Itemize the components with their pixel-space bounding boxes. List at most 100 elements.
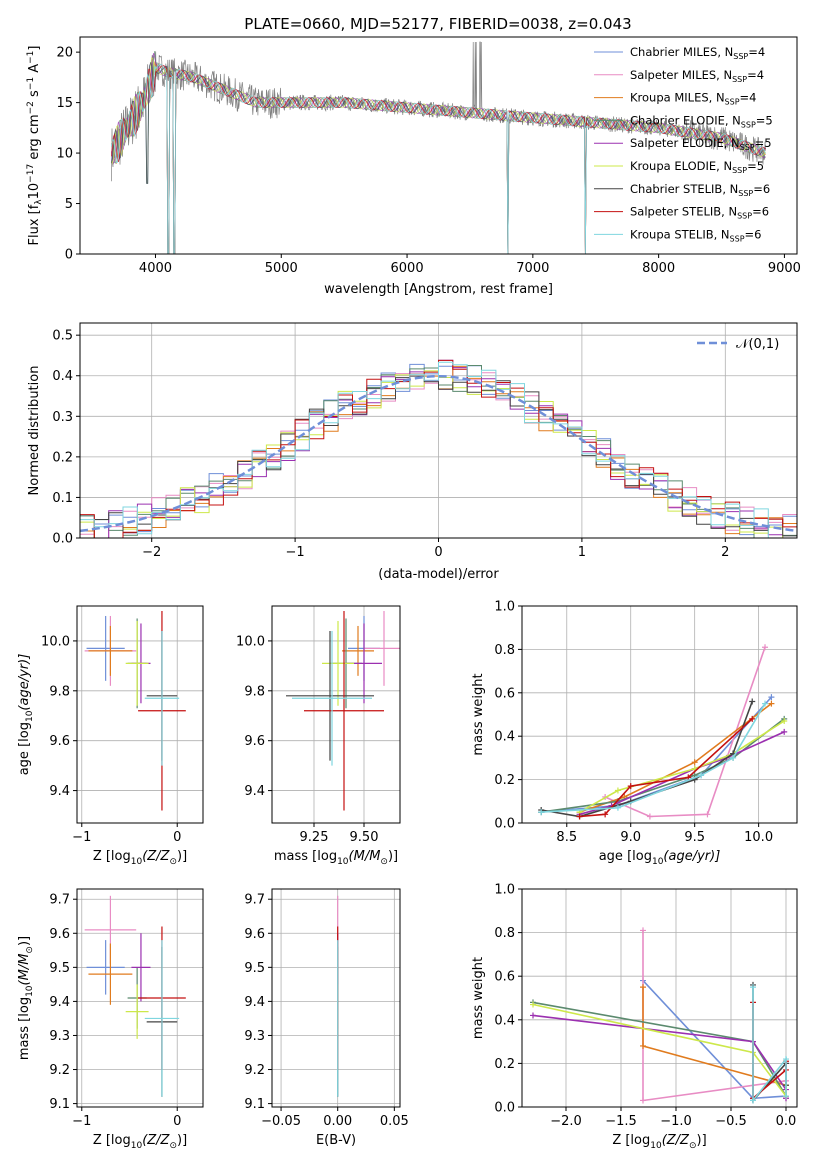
weight-point-marker xyxy=(783,1056,789,1063)
x-axis-label: Z [log10(Z/Z⊙)] xyxy=(612,1133,706,1151)
y-tick-label: 5 xyxy=(65,197,73,212)
y-tick-label: 10.0 xyxy=(41,634,70,649)
x-tick-label: −2.0 xyxy=(550,1114,582,1129)
x-tick-label: 9.5 xyxy=(684,830,705,845)
weight-point-marker xyxy=(640,1097,646,1104)
axes-border xyxy=(521,605,798,824)
legend-label: Salpeter MILES, NSSP=4 xyxy=(630,68,764,84)
grid xyxy=(77,606,203,823)
x-axis-label: mass [log10(M/M⊙)] xyxy=(274,849,398,867)
model-spectrum-line xyxy=(111,50,766,254)
axes-border xyxy=(271,888,401,1108)
legend-label: Chabrier ELODIE, NSSP=5 xyxy=(630,113,773,129)
axes-frame: 8.5 9.0 9.5 10.0 0.0 0.2 0.4 0.6 0.8 1.0 xyxy=(494,600,798,845)
x-tick-label: 0 xyxy=(173,830,181,845)
x-axis-label: wavelength [Angstrom, rest frame] xyxy=(324,282,553,297)
gaussian-reference-curve xyxy=(80,374,797,533)
plot-area xyxy=(286,610,400,811)
y-tick-label: 0.2 xyxy=(494,773,515,788)
legend-label: Kroupa ELODIE, NSSP=5 xyxy=(630,159,764,175)
x-tick-label: 8000 xyxy=(642,261,675,276)
mass-vs-ebv-panel: −0.05 0.00 0.05 9.1 9.2 9.3 9.4 9.5 9.6 9.7 E(B-V) xyxy=(244,888,409,1148)
legend-label: Chabrier MILES, NSSP=4 xyxy=(630,45,765,61)
x-tick-label: −0.05 xyxy=(261,1114,301,1129)
x-tick-label: 9000 xyxy=(768,261,801,276)
y-tick-label: 9.7 xyxy=(49,893,70,908)
x-axis-label: Z [log10(Z/Z⊙)] xyxy=(93,1133,187,1151)
axes-frame: 4000 5000 6000 7000 8000 9000 0 5 10 15 20 xyxy=(56,36,801,276)
x-tick-label: 8.5 xyxy=(556,830,577,845)
y-tick-label: 20 xyxy=(56,46,73,61)
y-tick-label: 0.4 xyxy=(52,369,73,384)
y-tick-label: 9.7 xyxy=(244,893,265,908)
legend-label: Salpeter ELODIE, NSSP=5 xyxy=(630,136,772,152)
model-spectrum-line xyxy=(111,64,766,254)
weight-point-marker xyxy=(640,927,646,934)
axes-frame: −2 −1 0 1 2 0.0 0.1 0.2 0.3 0.4 0.5 xyxy=(52,322,798,560)
y-tick-label: 0.2 xyxy=(52,450,73,465)
y-tick-label: 9.6 xyxy=(49,927,70,942)
x-tick-label: 5000 xyxy=(265,261,298,276)
y-tick-label: 9.6 xyxy=(244,927,265,942)
y-tick-label: 10.0 xyxy=(236,634,265,649)
x-tick-label: 0 xyxy=(434,545,442,560)
x-tick-label: 9.25 xyxy=(300,830,329,845)
legend: Chabrier MILES, NSSP=4 Salpeter MILES, NS… xyxy=(594,45,773,243)
x-tick-label: 1 xyxy=(578,545,586,560)
plot-area xyxy=(538,644,788,820)
axes-border xyxy=(76,888,204,1108)
x-tick-label: −1 xyxy=(72,1114,91,1129)
legend-label: Chabrier STELIB, NSSP=6 xyxy=(630,182,770,198)
axes-frame: −2.0 −1.5 −1.0 −0.5 0.0 0.0 0.2 0.4 0.6 0.8 1.0 xyxy=(494,883,798,1129)
weight-point-marker xyxy=(730,754,737,761)
y-axis-label: mass weight xyxy=(471,957,486,1039)
y-tick-label: 9.4 xyxy=(244,784,265,799)
weight-point-marker xyxy=(530,1001,536,1008)
mass-weight-vs-age-panel: 8.5 9.0 9.5 10.0 0.0 0.2 0.4 0.6 0.8 1.0 mass weig… xyxy=(471,600,798,867)
x-tick-label: −1 xyxy=(286,545,305,560)
x-axis-label: E(B-V) xyxy=(316,1133,356,1148)
x-tick-label: −1.5 xyxy=(605,1114,637,1129)
y-axis-label: Normed distribution xyxy=(27,366,42,496)
x-tick-label: 2 xyxy=(721,545,729,560)
y-tick-label: 0.0 xyxy=(494,1101,515,1116)
y-tick-label: 0.1 xyxy=(52,491,73,506)
legend-label: Kroupa MILES, NSSP=4 xyxy=(630,91,756,107)
y-tick-label: 9.5 xyxy=(49,961,70,976)
y-tick-label: 9.8 xyxy=(244,684,265,699)
plot-area xyxy=(530,927,789,1104)
x-axis-label: age [log10(age/yr)] xyxy=(599,849,721,867)
figure-title: PLATE=0660, MJD=52177, FIBERID=0038, z=0… xyxy=(244,15,631,33)
y-tick-label: 0.0 xyxy=(494,817,515,832)
x-axis-label: (data-model)/error xyxy=(378,567,499,582)
plot-area xyxy=(84,895,186,1097)
weight-series-line xyxy=(752,987,787,1103)
weight-point-marker xyxy=(698,772,705,779)
y-tick-label: 9.1 xyxy=(49,1097,70,1112)
y-tick-label: 0 xyxy=(65,248,73,263)
y-tick-label: 0.4 xyxy=(494,730,515,745)
axes-frame: −1 0 9.4 9.6 9.8 10.0 xyxy=(41,605,204,845)
x-tick-label: 6000 xyxy=(391,261,424,276)
model-spectrum-line xyxy=(111,61,766,254)
y-tick-label: 9.1 xyxy=(244,1097,265,1112)
y-tick-label: 9.5 xyxy=(244,961,265,976)
weight-point-marker xyxy=(783,1093,789,1100)
x-tick-label: 4000 xyxy=(139,261,172,276)
weight-series-line xyxy=(579,702,772,813)
residual-histogram-step xyxy=(80,361,797,538)
x-tick-label: 9.0 xyxy=(620,830,641,845)
legend-label: Salpeter STELIB, NSSP=6 xyxy=(630,205,769,221)
age-vs-mass-panel: 9.25 9.50 9.4 9.6 9.8 10.0 mass [log10(M/M⊙)] xyxy=(236,605,401,867)
x-tick-label: 0.05 xyxy=(380,1114,409,1129)
weight-point-marker xyxy=(640,1042,646,1049)
plot-area xyxy=(84,610,186,811)
weight-point-marker xyxy=(602,811,609,818)
axes-frame: −0.05 0.00 0.05 9.1 9.2 9.3 9.4 9.5 9.6 9.7 xyxy=(244,888,409,1129)
weight-point-marker xyxy=(614,787,621,794)
y-tick-label: 9.4 xyxy=(49,784,70,799)
weight-point-marker xyxy=(749,698,756,705)
x-tick-label: 9.50 xyxy=(350,830,379,845)
y-tick-label: 10 xyxy=(56,147,73,162)
spectrum-panel: 4000 5000 6000 7000 8000 9000 0 5 10 15 20 Flux [fλ… xyxy=(26,36,801,297)
